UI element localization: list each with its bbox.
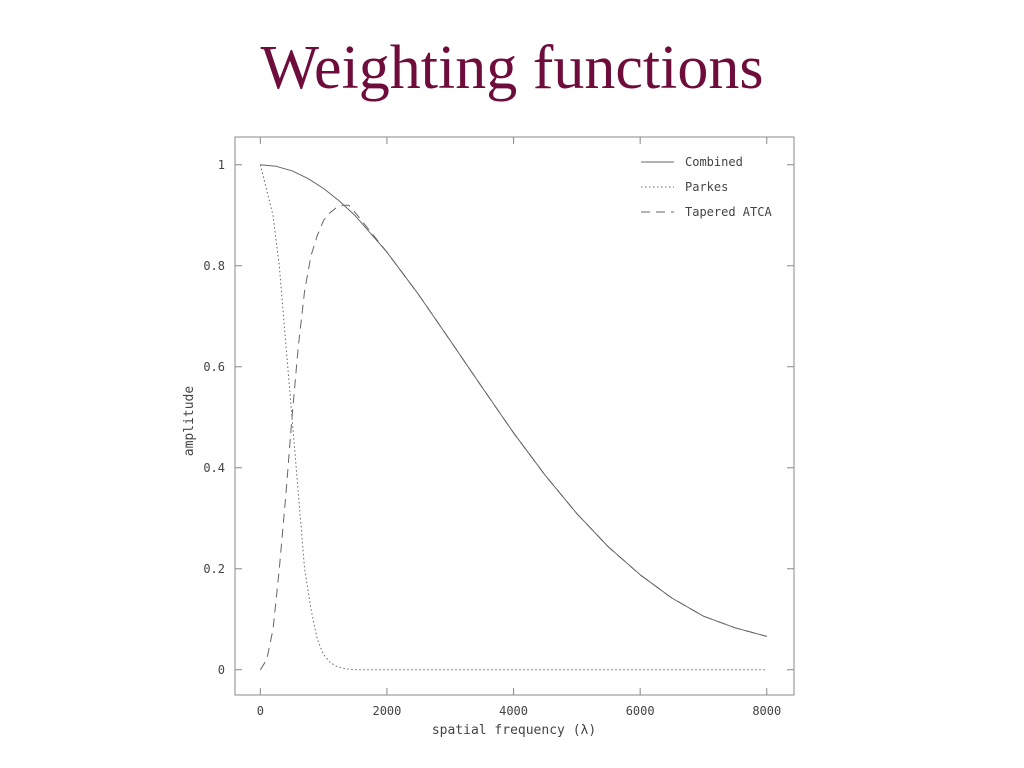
y-tick-label: 1 — [218, 158, 225, 172]
plot-frame — [234, 136, 795, 696]
x-tick-label: 0 — [257, 704, 264, 718]
y-tick-label: 0.8 — [203, 259, 225, 273]
y-tick-label: 0.4 — [203, 461, 225, 475]
y-axis-label: amplitude — [182, 386, 197, 457]
x-tick-label: 2000 — [372, 704, 401, 718]
x-axis-label: spatial frequency (λ) — [432, 723, 596, 738]
y-axis-ticks: 0 0.2 0.4 0.6 0.8 1 — [203, 158, 794, 677]
x-axis-ticks: 0 2000 4000 6000 8000 — [257, 137, 781, 718]
series-line-parkes — [259, 164, 767, 671]
y-tick-label: 0.2 — [203, 562, 225, 576]
x-tick-label: 6000 — [626, 704, 655, 718]
series-layer — [259, 164, 767, 671]
y-tick-label: 0.6 — [203, 360, 225, 374]
legend-label: Tapered ATCA — [685, 205, 772, 219]
legend: Combined Parkes Tapered ATCA — [641, 155, 772, 219]
legend-label: Parkes — [685, 180, 728, 194]
x-tick-label: 4000 — [499, 704, 528, 718]
legend-label: Combined — [685, 155, 743, 169]
x-tick-label: 8000 — [752, 704, 781, 718]
series-line-tapered-atca — [259, 204, 767, 671]
y-tick-label: 0 — [218, 663, 225, 677]
slide-title: Weighting functions — [260, 34, 764, 102]
series-line-combined — [260, 164, 767, 637]
